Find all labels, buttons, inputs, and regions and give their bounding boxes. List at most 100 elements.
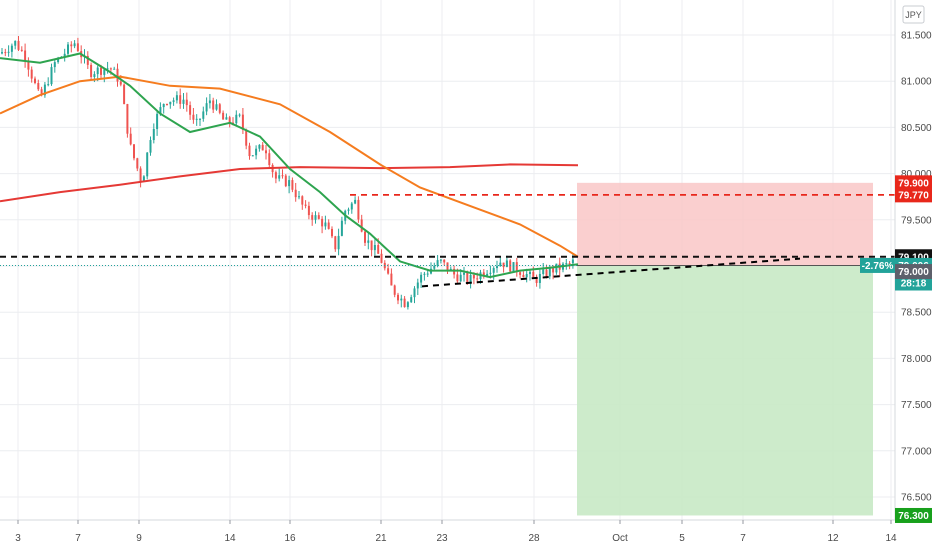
candle-body — [248, 145, 251, 157]
candle-body — [532, 271, 535, 277]
stop-loss-label: 79.900 — [898, 178, 929, 189]
candle-body — [37, 82, 40, 90]
candle-body — [397, 294, 399, 301]
candle-body — [298, 196, 300, 198]
candle-body — [222, 112, 225, 120]
candle-body — [7, 51, 10, 53]
candle-body — [208, 100, 211, 104]
candle-body — [169, 101, 172, 105]
candle-body — [149, 140, 152, 153]
candle-body — [20, 49, 23, 51]
candle-body — [133, 144, 135, 159]
candle-body — [238, 114, 241, 116]
candle-body — [265, 150, 267, 154]
candle-body — [47, 84, 50, 86]
candle-body — [195, 118, 198, 120]
x-tick-label: 12 — [827, 533, 839, 544]
candle-body — [162, 104, 165, 108]
candle-body — [50, 67, 53, 85]
candle-body — [324, 222, 327, 227]
take-profit-badge: 76.300 — [895, 507, 932, 523]
moving-average-green — [0, 52, 579, 279]
candle-body — [159, 107, 162, 114]
candle-body — [34, 78, 36, 83]
stop-loss-badge: 79.900 — [895, 175, 932, 191]
candle-body — [571, 259, 574, 264]
candle-body — [317, 215, 320, 219]
candle-body — [212, 100, 215, 110]
candle-body — [179, 95, 182, 104]
candle-body — [30, 69, 33, 79]
candle-body — [166, 104, 168, 106]
candle-body — [116, 68, 119, 82]
candle-body — [156, 113, 159, 130]
candle-body — [545, 269, 548, 277]
candle-body — [476, 278, 479, 280]
candle-body — [337, 235, 340, 250]
candle-body — [340, 220, 343, 236]
y-tick-label: 76.500 — [901, 493, 932, 504]
candle-body — [525, 274, 528, 278]
candle-body — [354, 199, 357, 204]
candle-body — [360, 219, 363, 232]
candle-body — [387, 268, 390, 274]
candle-body — [321, 218, 324, 227]
countdown-badge: 28:18 — [895, 275, 932, 291]
candle-body — [486, 273, 489, 276]
candle-body — [129, 133, 132, 145]
candle-body — [538, 273, 541, 283]
candle-body — [215, 104, 218, 110]
candle-body — [192, 114, 195, 120]
candle-body — [413, 288, 416, 298]
y-tick-label: 77.500 — [901, 400, 932, 411]
candle-body — [1, 52, 3, 54]
candle-body — [357, 199, 360, 220]
candle-body — [284, 175, 287, 187]
entry-label: 79.770 — [898, 190, 929, 201]
candle-body — [291, 180, 294, 190]
candle-body — [307, 205, 310, 216]
x-tick-label: 5 — [679, 533, 685, 544]
candle-body — [73, 43, 76, 47]
candle-body — [235, 114, 238, 124]
candle-body — [43, 84, 46, 96]
candle-body — [331, 228, 333, 237]
candle-body — [390, 273, 393, 286]
candle-body — [472, 274, 475, 279]
candle-body — [433, 265, 436, 269]
candle-body — [294, 189, 297, 198]
candle-body — [400, 298, 403, 301]
currency-badge[interactable] — [902, 5, 925, 24]
x-tick-label: 9 — [136, 533, 142, 544]
moving-average-orange — [0, 75, 579, 258]
candle-body — [347, 209, 350, 211]
candle-body — [377, 244, 380, 254]
candle-body — [416, 282, 419, 289]
candle-body — [258, 144, 261, 149]
candle-body — [443, 259, 446, 263]
candle-body — [288, 180, 291, 187]
candle-body — [251, 155, 254, 157]
candle-body — [496, 266, 498, 269]
candle-body — [57, 57, 60, 63]
candle-body — [53, 62, 56, 68]
candle-body — [218, 104, 221, 113]
change-percent-label: -2.76% — [862, 261, 894, 272]
candle-body — [261, 144, 264, 151]
reward-zone — [577, 265, 873, 516]
candle-body — [67, 44, 69, 54]
time-axis-ticks[interactable]: 3 7 9 14 16 21 23 28 Oct 5 7 12 14 — [15, 520, 897, 544]
y-tick-label: 79.500 — [901, 215, 932, 226]
candle-body — [301, 196, 304, 205]
candle-body — [106, 68, 109, 70]
candle-body — [175, 95, 178, 101]
support-label: 79.000 — [898, 267, 929, 278]
candle-body — [109, 68, 112, 70]
candle-body — [27, 60, 30, 70]
candle-body — [350, 203, 353, 210]
candle-body — [268, 153, 271, 166]
candle-body — [373, 244, 376, 251]
candle-body — [245, 129, 248, 146]
